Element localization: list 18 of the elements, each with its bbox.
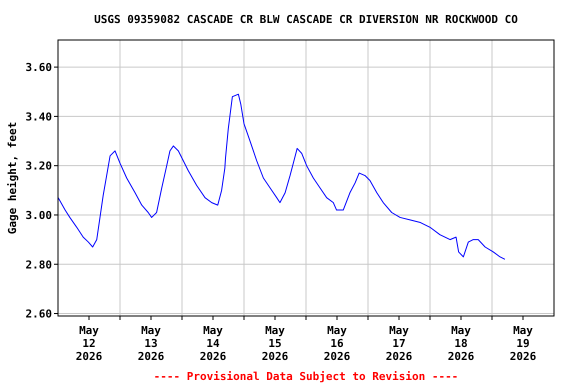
x-tick-label: May 17 2026	[386, 324, 413, 363]
y-tick-label: 3.40	[26, 110, 52, 124]
y-tick-label: 2.80	[26, 258, 52, 272]
x-tick-label: May 19 2026	[510, 324, 537, 363]
y-tick-label: 3.00	[26, 208, 52, 222]
x-tick-label: May 14 2026	[200, 324, 227, 363]
y-tick-label: 2.60	[26, 308, 52, 321]
x-tick-label: May 15 2026	[262, 324, 289, 363]
x-tick-label: May 13 2026	[138, 324, 165, 363]
x-tick-label: May 18 2026	[448, 324, 475, 363]
y-tick-label: 3.20	[26, 160, 52, 173]
y-axis-title: Gage height, feet	[6, 122, 19, 234]
x-tick-label: May 12 2026	[76, 324, 103, 363]
line-series	[58, 94, 506, 260]
text: ---- Provisional Data Subject to Revision ----	[154, 370, 458, 383]
chart-title: USGS 09359082 CASCADE CR BLW CASCADE CR DIVERSION NR ROCKWOOD CO	[94, 13, 518, 26]
x-tick-label: May 16 2026	[324, 324, 351, 363]
y-tick-label: 3.60	[26, 61, 52, 74]
